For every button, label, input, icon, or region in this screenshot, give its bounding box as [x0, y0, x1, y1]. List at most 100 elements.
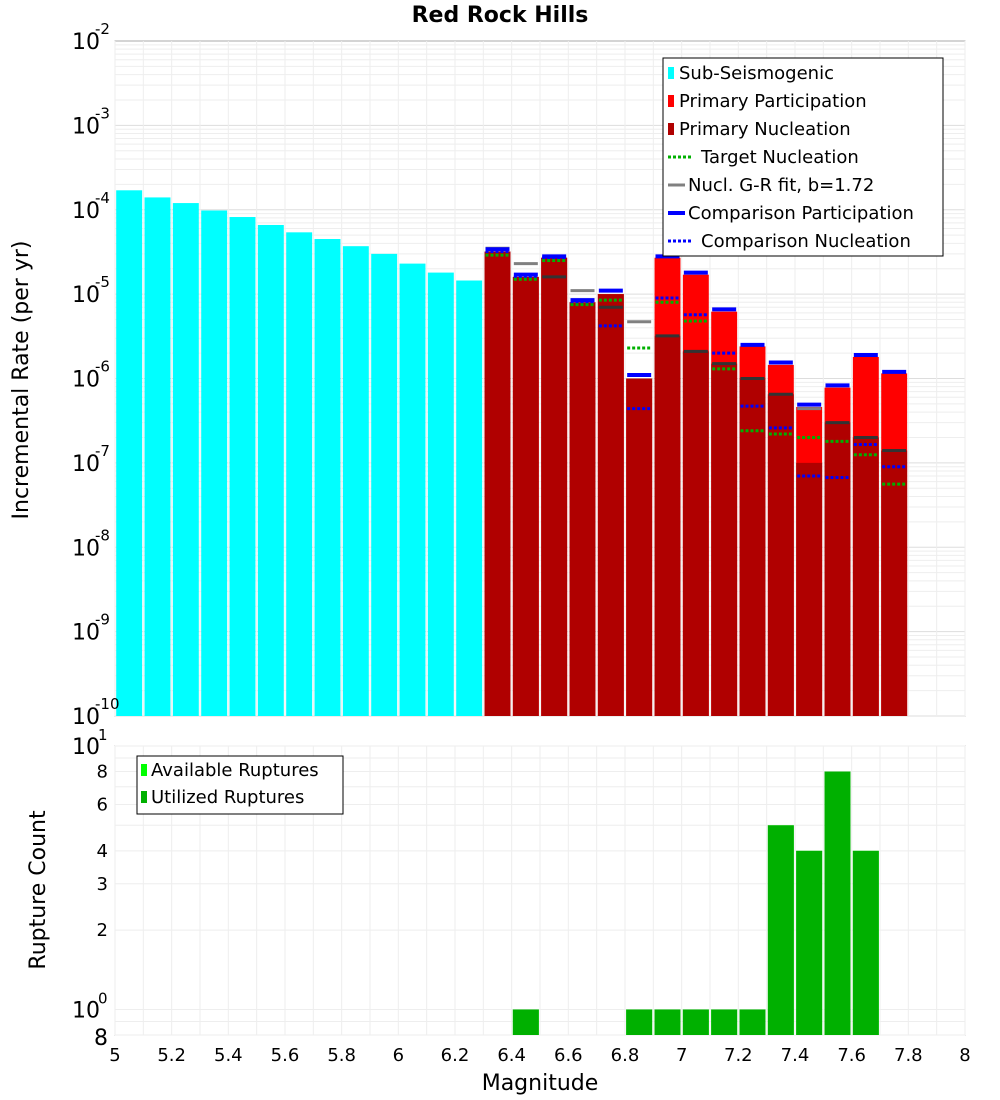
y-tick-exponent: -7: [95, 442, 110, 460]
legend-swatch: [668, 67, 674, 79]
y-tick-label: 10-10: [72, 695, 120, 730]
y-tick-label: 10-9: [72, 611, 110, 646]
legend-label: Comparison Participation: [688, 203, 914, 224]
y-tick-base: 10: [72, 536, 100, 561]
y-tick-base: 10: [72, 621, 100, 646]
utilized-ruptures-bar: [654, 1009, 681, 1035]
primary-nucleation-bar: [682, 351, 709, 716]
x-tick-label: 6: [393, 1045, 404, 1066]
legend-label: Sub-Seismogenic: [679, 63, 834, 84]
x-tick-label: 7.8: [894, 1045, 923, 1066]
bottom-y-axis-label: Rupture Count: [26, 810, 51, 970]
legend-label: Available Ruptures: [151, 760, 319, 781]
y-tick-base: 10: [72, 199, 100, 224]
legend-label: Target Nucleation: [700, 147, 859, 168]
legend-swatch: [141, 764, 147, 776]
x-tick-label: 5.2: [157, 1045, 186, 1066]
x-axis-label: Magnitude: [482, 1071, 599, 1096]
y-tick-exponent: 0: [98, 989, 108, 1007]
legend-label: Utilized Ruptures: [151, 787, 304, 808]
y-tick-base: 10: [72, 283, 100, 308]
sub-seismogenic-bar: [172, 203, 199, 716]
y-tick-label: 10-5: [72, 273, 110, 308]
y-minor-tick-label: 8: [94, 1026, 108, 1051]
y-tick-base: 10: [72, 735, 100, 760]
utilized-ruptures-bar: [796, 850, 823, 1035]
y-tick-exponent: -8: [95, 526, 110, 544]
legend-entry: Utilized Ruptures: [141, 787, 304, 808]
bottom-plot-area: [114, 745, 966, 1036]
legend-entry: Nucl. G-R fit, b=1.72: [668, 175, 874, 196]
y-minor-tick-label: 2: [97, 920, 108, 941]
primary-nucleation-bar: [711, 363, 738, 716]
x-tick-label: 5: [109, 1045, 120, 1066]
sub-seismogenic-bar: [116, 190, 143, 716]
legend-entry: Sub-Seismogenic: [668, 63, 834, 84]
x-tick-label: 6.8: [611, 1045, 640, 1066]
x-tick-label: 7: [676, 1045, 687, 1066]
y-minor-tick-label: 3: [97, 874, 108, 895]
x-tick-label: 5.4: [214, 1045, 243, 1066]
utilized-ruptures-bar: [852, 850, 879, 1035]
chart-title: Red Rock Hills: [412, 3, 589, 28]
primary-nucleation-bar: [626, 378, 653, 716]
x-tick-label: 6.2: [441, 1045, 470, 1066]
legend-entry: Comparison Nucleation: [668, 231, 911, 252]
sub-seismogenic-bar: [201, 210, 228, 716]
x-tick-label: 6.6: [554, 1045, 583, 1066]
sub-seismogenic-bar: [257, 224, 284, 716]
x-tick-label: 7.6: [837, 1045, 866, 1066]
sub-seismogenic-bar: [399, 263, 426, 716]
y-tick-label: 100: [72, 989, 108, 1023]
y-tick-exponent: -6: [95, 358, 110, 376]
primary-nucleation-bar: [852, 437, 879, 716]
x-tick-label: 5.8: [327, 1045, 356, 1066]
y-tick-exponent: -9: [95, 611, 110, 629]
sub-seismogenic-bar: [456, 280, 483, 716]
legend-label: Comparison Nucleation: [701, 231, 911, 252]
primary-nucleation-bar: [541, 257, 568, 716]
legend-swatch: [668, 95, 674, 107]
primary-nucleation-bar: [512, 276, 539, 716]
utilized-ruptures-bar: [739, 1009, 766, 1035]
sub-seismogenic-bar: [371, 253, 398, 716]
legend-swatch: [141, 791, 147, 803]
y-tick-base: 10: [72, 998, 100, 1023]
x-tick-label: 7.4: [781, 1045, 810, 1066]
primary-nucleation-bar: [796, 462, 823, 716]
x-tick-label: 8: [959, 1045, 970, 1066]
y-tick-label: 10-2: [72, 20, 110, 55]
primary-nucleation-bar: [484, 251, 511, 716]
utilized-ruptures-bar: [767, 825, 794, 1035]
y-tick-label: 10-7: [72, 442, 110, 477]
y-tick-base: 10: [72, 368, 100, 393]
y-tick-exponent: -3: [95, 104, 110, 122]
y-tick-label: 10-8: [72, 526, 110, 561]
y-tick-base: 10: [72, 30, 100, 55]
primary-nucleation-bar: [739, 378, 766, 716]
primary-nucleation-bar: [654, 335, 681, 716]
primary-nucleation-bar: [767, 394, 794, 716]
top-legend: Sub-Seismogenic Primary Participation Prim…: [662, 57, 944, 257]
y-minor-tick-label: 6: [97, 794, 108, 815]
sub-seismogenic-bar: [144, 197, 171, 717]
y-tick-label: 10-4: [72, 189, 110, 224]
utilized-ruptures-bar: [682, 1009, 709, 1035]
legend-label: Nucl. G-R fit, b=1.72: [688, 175, 874, 196]
y-tick-base: 10: [72, 705, 100, 730]
sub-seismogenic-bar: [314, 239, 341, 716]
utilized-ruptures-bar: [711, 1009, 738, 1035]
primary-nucleation-bar: [824, 422, 851, 716]
legend-entry: Available Ruptures: [141, 760, 319, 781]
y-tick-exponent: 1: [98, 726, 108, 744]
legend-label: Primary Nucleation: [679, 119, 851, 140]
bottom-legend: Available Ruptures Utilized Ruptures: [136, 755, 344, 815]
x-tick-label: 6.4: [497, 1045, 526, 1066]
legend-entry: Primary Participation: [668, 91, 867, 112]
y-tick-exponent: -10: [95, 695, 120, 713]
legend-entry: Primary Nucleation: [668, 119, 851, 140]
y-tick-base: 10: [72, 114, 100, 139]
y-tick-base: 10: [72, 452, 100, 477]
primary-nucleation-bar: [569, 302, 596, 716]
